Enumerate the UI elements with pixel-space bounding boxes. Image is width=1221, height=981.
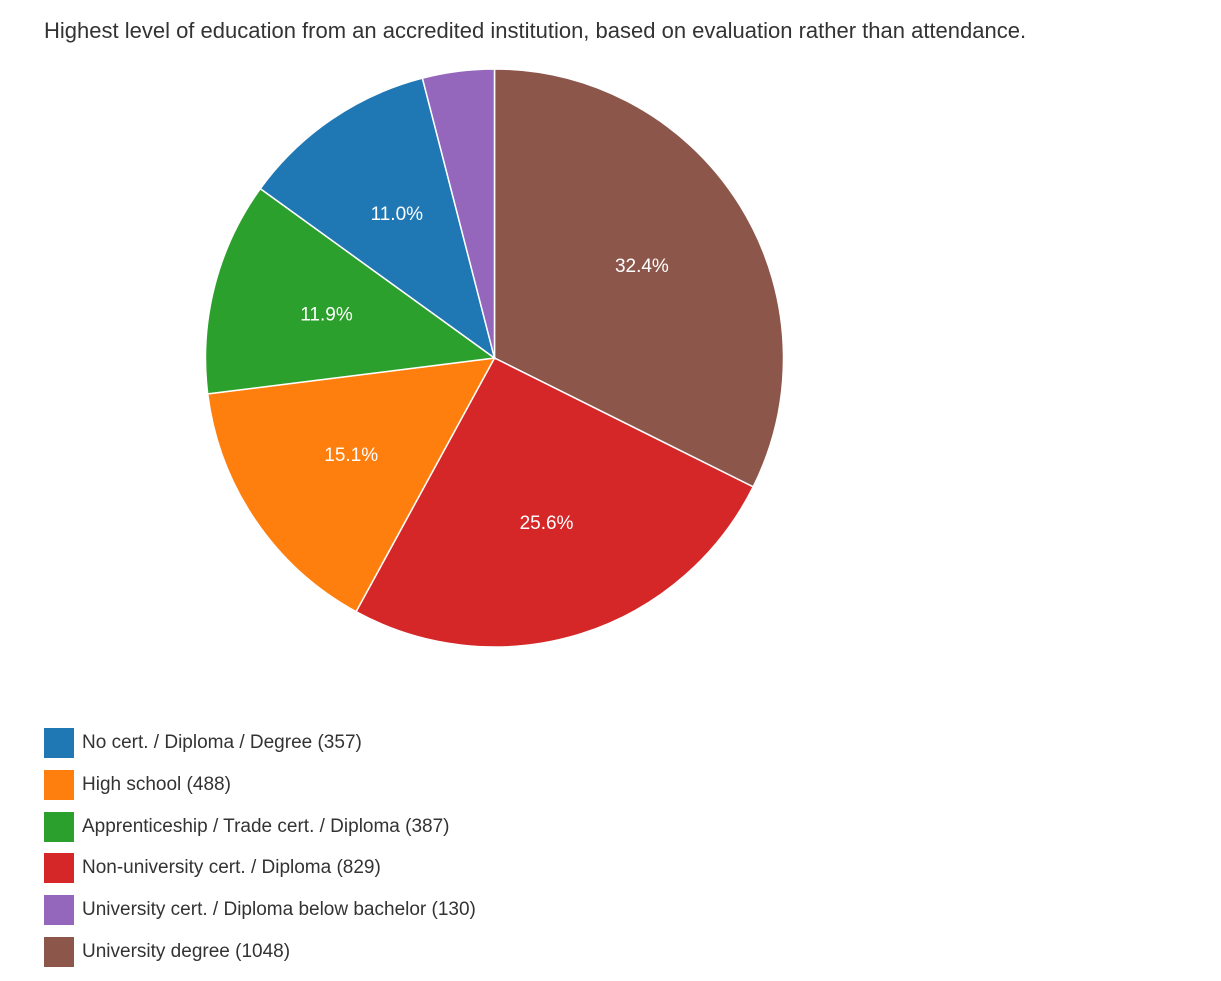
pie-slice[interactable] <box>204 187 497 395</box>
slice-percent-label: 15.1% <box>324 445 378 466</box>
legend-label: No cert. / Diploma / Degree (357) <box>82 732 362 753</box>
legend-swatch <box>44 895 74 926</box>
pie-slice[interactable] <box>493 68 785 488</box>
legend-item[interactable]: High school (488) <box>44 769 476 800</box>
pie-slice[interactable] <box>421 68 496 359</box>
legend-swatch <box>44 728 74 758</box>
legend-label: University degree (1048) <box>82 940 291 962</box>
legend-item[interactable]: Apprenticeship / Trade cert. / Diploma (… <box>44 811 476 842</box>
legend-swatch <box>44 853 74 884</box>
pie-slice[interactable] <box>259 77 496 360</box>
slice-percent-label: 11.0% <box>371 204 424 225</box>
pie-slices <box>204 68 785 648</box>
legend-swatch <box>44 811 74 842</box>
chart-legend: No cert. / Diploma / Degree (357) High s… <box>44 728 476 979</box>
legend-swatch <box>44 936 74 967</box>
pie-slice[interactable] <box>206 357 496 613</box>
slice-percent-label: 25.6% <box>520 513 574 534</box>
legend-swatch <box>44 769 74 800</box>
legend-item[interactable]: University degree (1048) <box>44 936 476 967</box>
legend-item[interactable]: Non-university cert. / Diploma (829) <box>44 853 476 884</box>
legend-label: University cert. / Diploma below bachelo… <box>82 899 476 921</box>
legend-label: Non-university cert. / Diploma (829) <box>82 857 381 879</box>
legend-label: High school (488) <box>82 773 231 795</box>
legend-item[interactable]: No cert. / Diploma / Degree (357) <box>44 728 476 758</box>
pie-chart: 32.4% 25.6% 15.1% 11.9% 11.0% <box>204 68 785 648</box>
slice-percent-label: 11.9% <box>300 305 353 326</box>
legend-label: Apprenticeship / Trade cert. / Diploma (… <box>82 815 450 837</box>
legend-item[interactable]: University cert. / Diploma below bachelo… <box>44 895 476 926</box>
slice-percent-label: 32.4% <box>615 256 669 277</box>
chart-title: Highest level of education from an accre… <box>44 18 1027 43</box>
pie-slice-labels: 32.4% 25.6% 15.1% 11.9% 11.0% <box>300 204 669 534</box>
